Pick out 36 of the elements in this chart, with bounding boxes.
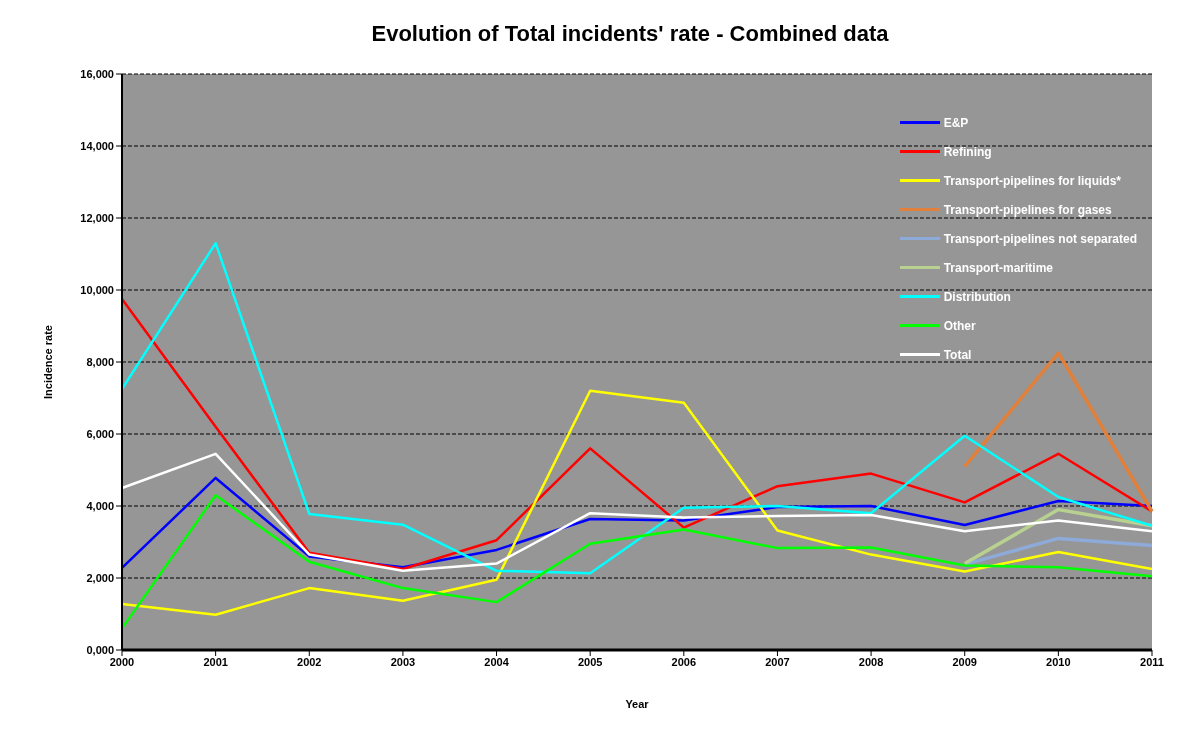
x-tick-label: 2000 [109,655,135,668]
legend-label: Transport-pipelines for gases [943,202,1112,217]
y-tick-label: 12,000 [80,211,114,224]
y-axis-title: Incidence rate [41,325,54,399]
y-tick-label: 8,000 [86,355,114,368]
x-tick-label: 2008 [858,655,884,668]
line-series [120,493,1154,630]
x-axis-title: Year [625,698,650,710]
line-series [120,452,1154,573]
legend-label: Total [943,347,972,362]
x-tick-label: 2001 [203,655,228,668]
x-tick-label: 2007 [765,655,790,668]
y-tick-label: 0,000 [86,643,114,656]
y-tick-label: 2,000 [86,571,114,584]
x-tick-label: 2011 [1140,655,1164,668]
y-tick-label: 14,000 [80,139,114,152]
legend-label: Distribution [943,289,1011,304]
legend-label: Transport-pipelines not separated [943,231,1137,246]
legend-label: Transport-maritime [943,260,1053,275]
x-tick-label: 2005 [577,655,603,668]
y-tick-label: 16,000 [80,67,114,80]
y-tick-label: 4,000 [86,499,114,512]
legend-label: E&P [943,115,969,130]
x-tick-label: 2003 [390,655,416,668]
x-tick-label: 2002 [297,655,322,668]
legend-label: Refining [943,144,992,159]
x-tick-label: 2010 [1046,655,1071,668]
line-series [120,389,1154,616]
legend-label: Transport-pipelines for liquids* [943,173,1121,188]
legend-label: Other [943,318,976,333]
y-tick-label: 10,000 [80,283,114,296]
x-tick-label: 2006 [671,655,697,668]
x-tick-label: 2004 [484,655,510,668]
chart-title: Evolution of Total incidents' rate - Combined data [370,20,890,48]
x-tick-label: 2009 [952,655,977,668]
y-tick-label: 6,000 [86,427,114,440]
